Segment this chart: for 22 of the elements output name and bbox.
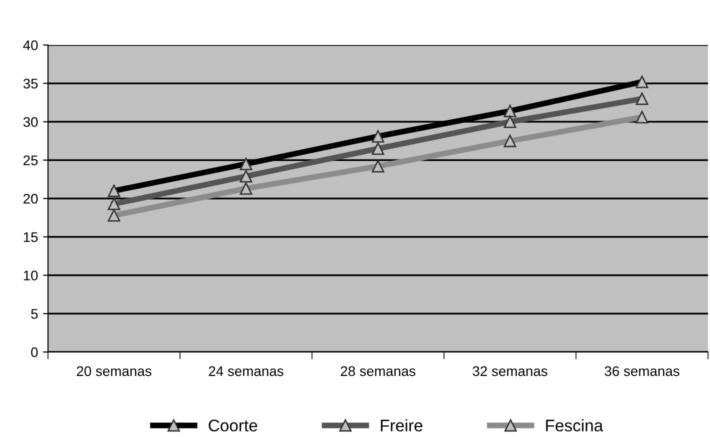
- point: [504, 116, 516, 128]
- y-tick-label: 5: [31, 309, 38, 319]
- point: [240, 170, 252, 182]
- x-tick-label: 36 semanas: [604, 366, 680, 376]
- y-tick-label: 0: [31, 347, 38, 358]
- x-tick-label: 24 semanas: [208, 366, 284, 376]
- y-tick-label: 30: [23, 117, 38, 127]
- y-tick-label: 10: [24, 270, 38, 280]
- point: [108, 198, 120, 210]
- x-tick-label: 32 semanas: [472, 366, 548, 376]
- y-tick-label: 25: [24, 155, 38, 166]
- legend-label: Fescina: [546, 419, 604, 432]
- point: [372, 142, 384, 155]
- y-tick-label: 20: [24, 194, 38, 204]
- y-tick-label: 15: [24, 232, 38, 242]
- x-tick-label: 28 semanas: [340, 366, 416, 376]
- y-tick-label: 40: [23, 40, 38, 50]
- y-tick-label: 35: [23, 78, 38, 89]
- x-tick-label: 20 semanas: [76, 366, 152, 376]
- legend-label: Freire: [380, 419, 422, 432]
- legend-label: Coorte: [208, 420, 258, 432]
- point: [636, 92, 648, 105]
